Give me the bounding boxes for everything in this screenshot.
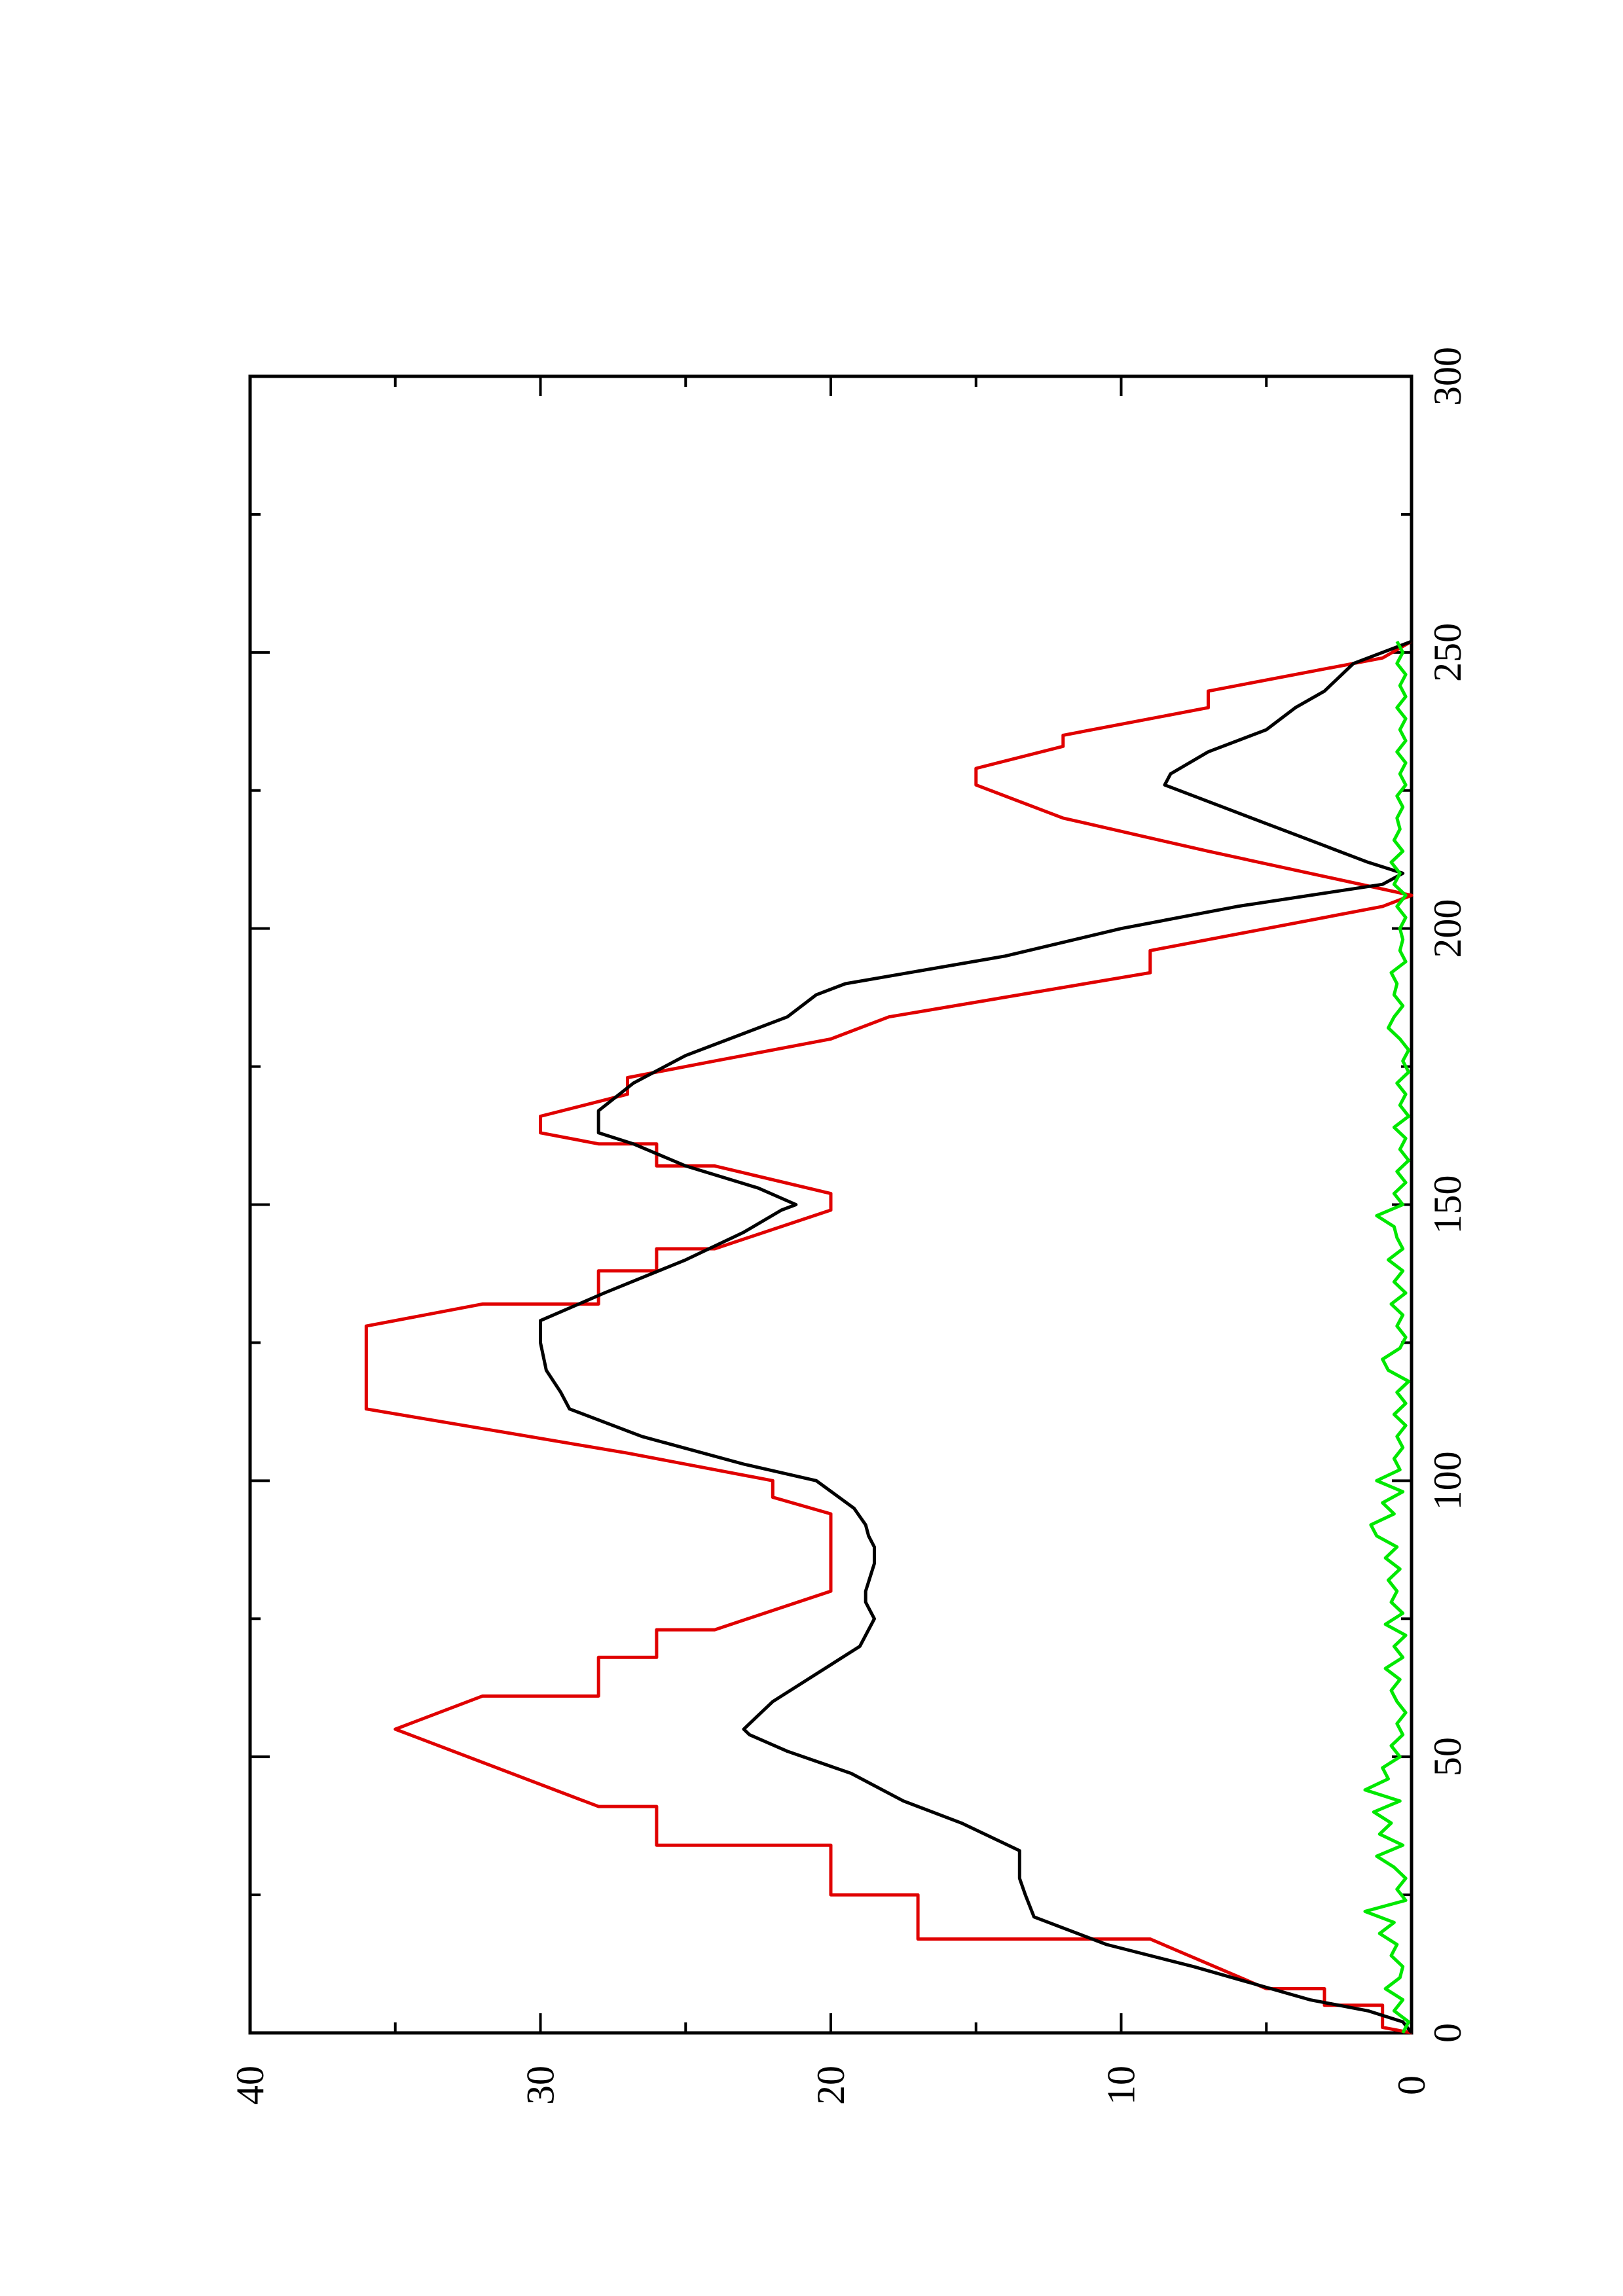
y-tick-label: 10: [1100, 2066, 1143, 2105]
y-tick-label: 30: [519, 2066, 562, 2105]
x-tick-label: 150: [1426, 1175, 1469, 1234]
y-tick-label: 0: [1390, 2075, 1433, 2095]
y-tick-label: 40: [228, 2066, 272, 2105]
x-tick-label: 100: [1426, 1451, 1469, 1510]
red-series-line: [364, 639, 1413, 2035]
x-tick-label: 50: [1426, 1737, 1469, 1776]
x-tick-label: 200: [1426, 899, 1469, 958]
y-tick-label: 20: [809, 2066, 852, 2105]
axis-tick-labels: 0 50 100 150 200 250 300 0 10 20 30 40: [228, 347, 1469, 2105]
x-tick-label: 0: [1426, 2023, 1469, 2043]
x-tick-label: 300: [1426, 347, 1469, 406]
x-tick-label: 250: [1426, 623, 1469, 682]
black-series-line: [539, 639, 1413, 2034]
series-lines: [364, 639, 1413, 2035]
green-series-line: [1363, 640, 1411, 2034]
